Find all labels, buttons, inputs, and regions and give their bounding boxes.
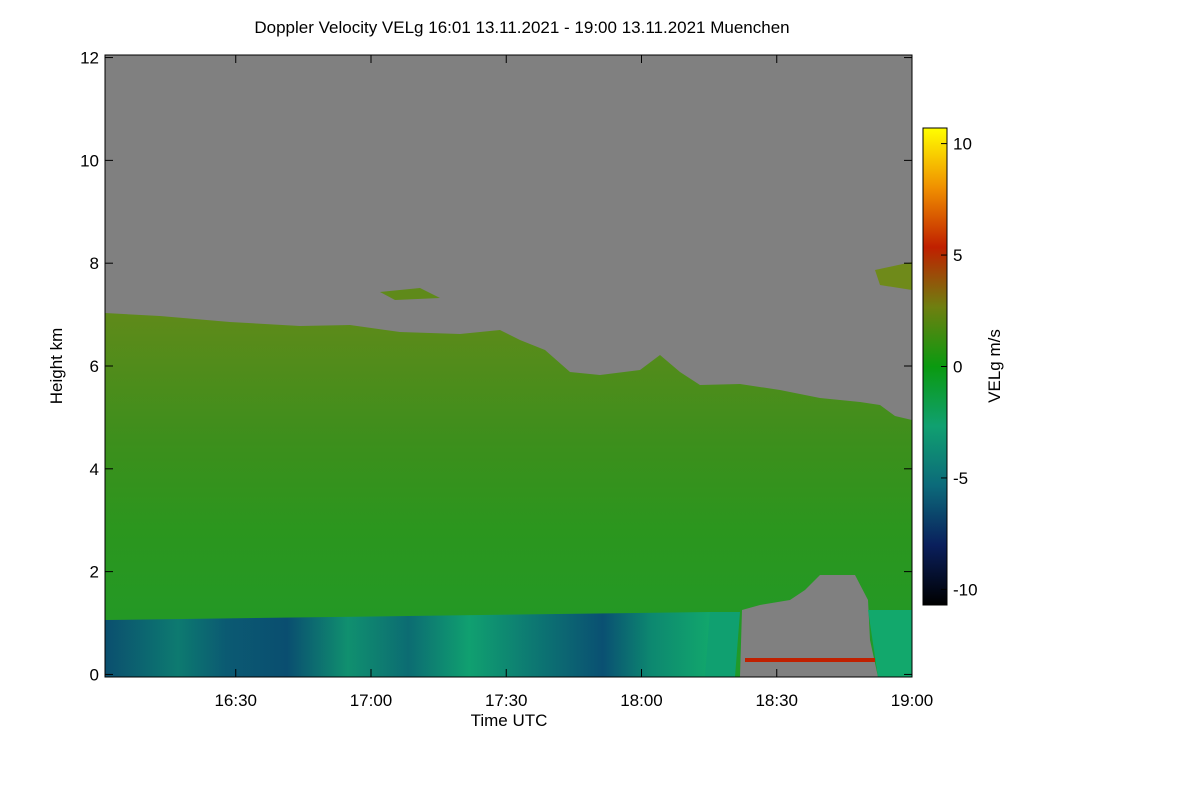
y-tick-label: 2 bbox=[90, 563, 99, 582]
echo-region bbox=[105, 313, 912, 677]
y-tick-label: 8 bbox=[90, 254, 99, 273]
x-tick-label: 18:00 bbox=[620, 691, 663, 710]
y-tick-label: 6 bbox=[90, 357, 99, 376]
x-axis-label: Time UTC bbox=[471, 711, 548, 730]
colorbar-label: VELg m/s bbox=[985, 329, 1004, 403]
plot-area bbox=[104, 54, 913, 678]
x-tick-label: 18:30 bbox=[755, 691, 798, 710]
echo-patch bbox=[875, 262, 912, 290]
colorbar-tick-label: 5 bbox=[953, 246, 962, 265]
x-tick-label: 17:30 bbox=[485, 691, 528, 710]
colorbar-tick-label: -5 bbox=[953, 469, 968, 488]
low-layer bbox=[105, 612, 712, 677]
echo-patch bbox=[380, 288, 440, 300]
echo-line bbox=[745, 658, 875, 662]
y-axis-label: Height km bbox=[47, 328, 66, 405]
x-tick-label: 17:00 bbox=[350, 691, 393, 710]
y-tick-label: 10 bbox=[80, 151, 99, 170]
y-tick-label: 0 bbox=[90, 665, 99, 684]
y-tick-label: 4 bbox=[90, 460, 99, 479]
colorbar-tick-label: 10 bbox=[953, 135, 972, 154]
clear-gap bbox=[740, 575, 878, 677]
low-layer bbox=[868, 610, 912, 677]
low-layer bbox=[705, 612, 740, 677]
x-tick-label: 19:00 bbox=[891, 691, 934, 710]
colorbar-tick-label: -10 bbox=[953, 580, 978, 599]
chart-title: Doppler Velocity VELg 16:01 13.11.2021 -… bbox=[254, 18, 789, 37]
y-tick-label: 12 bbox=[80, 49, 99, 68]
colorbar-tick-label: 0 bbox=[953, 358, 962, 377]
x-tick-label: 16:30 bbox=[214, 691, 257, 710]
